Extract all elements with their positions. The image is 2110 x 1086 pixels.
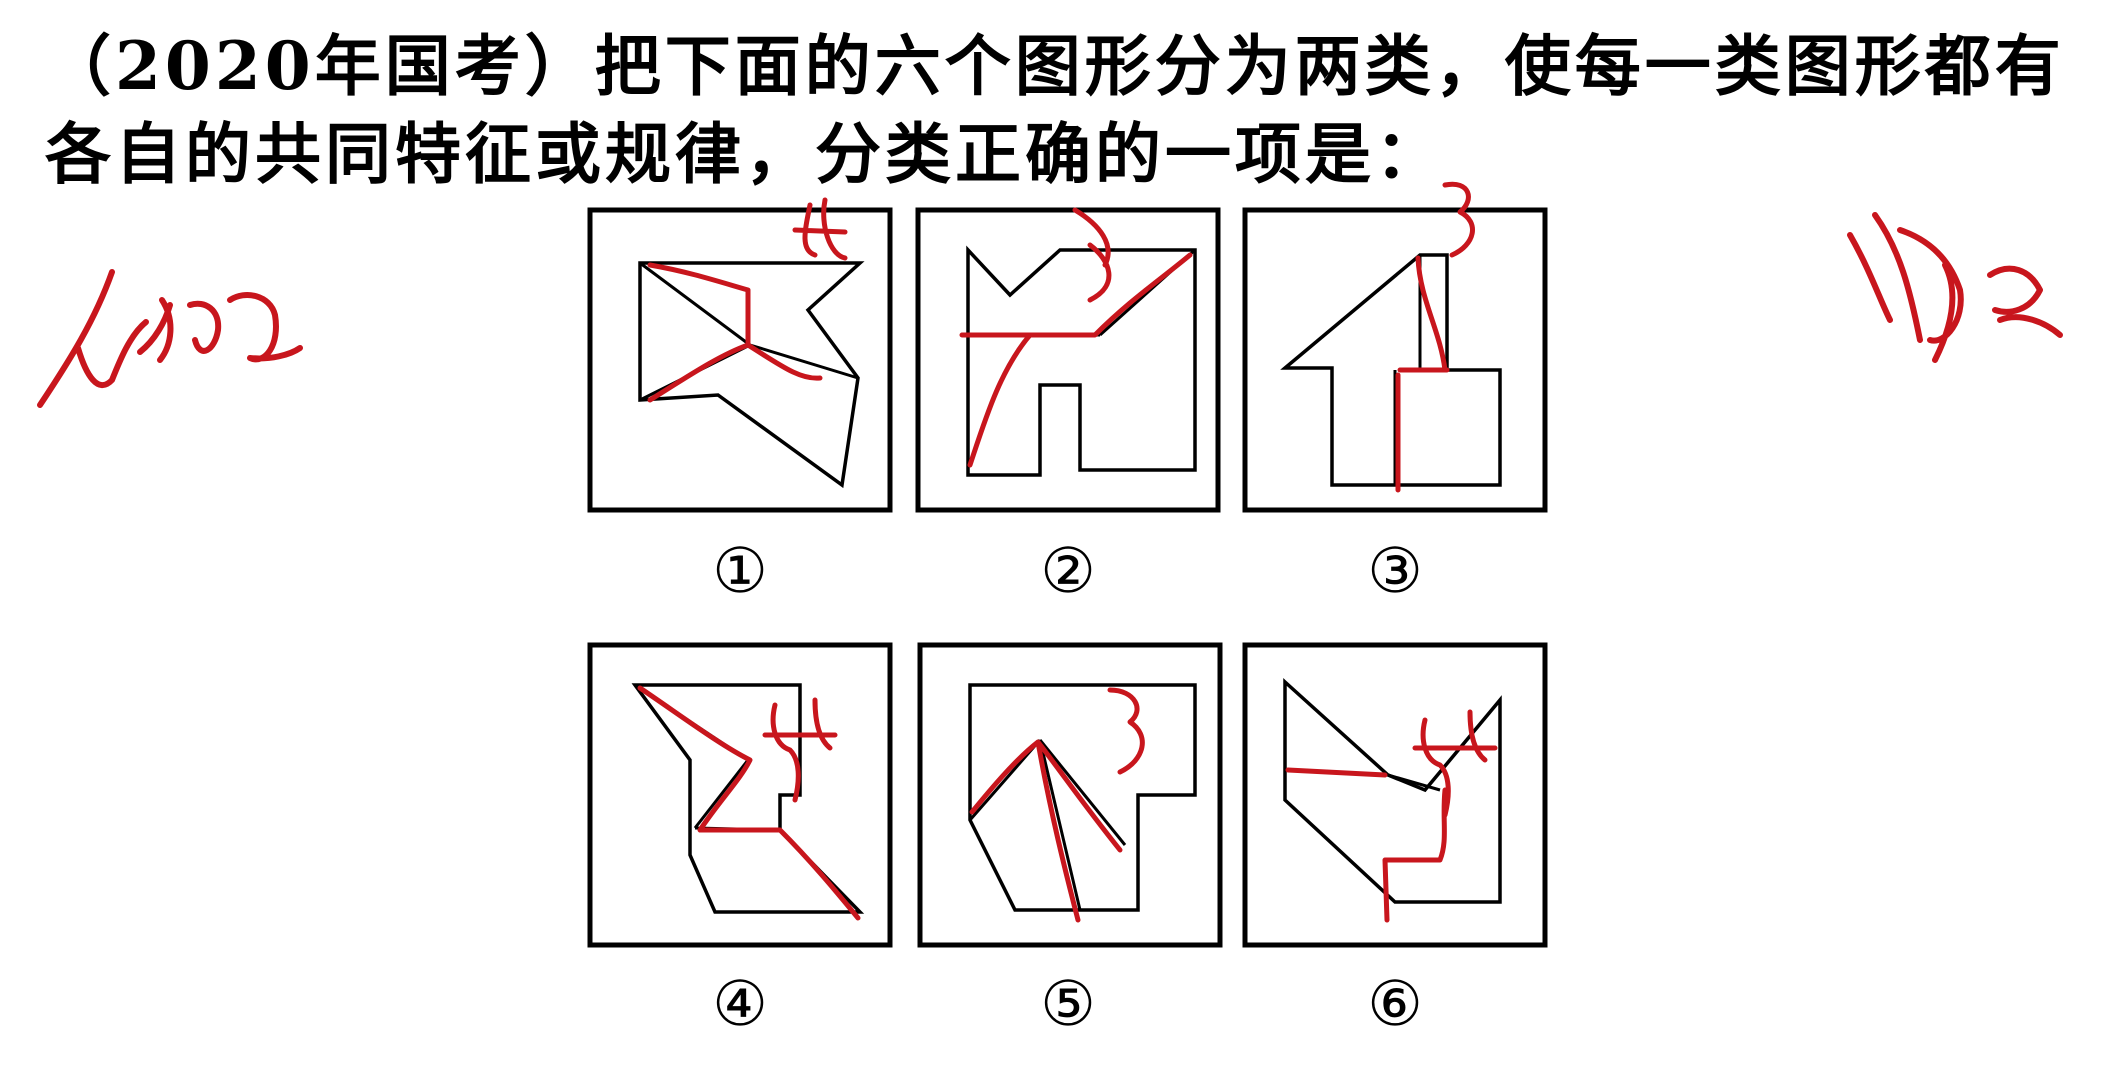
pen-mark-figure-3 — [1442, 181, 1475, 258]
handwritten-note-right — [1847, 212, 2063, 363]
figure-5-label: ⑤ — [1040, 967, 1096, 1040]
pen-mark-figure-4 — [762, 697, 838, 803]
figure-6-label: ⑥ — [1367, 967, 1423, 1040]
figure-2-label: ② — [1040, 534, 1096, 607]
figure-5: ⑤ — [917, 642, 1223, 1040]
pen-mark-figure-1 — [792, 197, 848, 261]
figure-3: ③ — [1242, 207, 1548, 607]
pen-mark-figure-5 — [1107, 687, 1145, 775]
figure-1: ① — [587, 207, 893, 607]
handwritten-note-left — [37, 269, 303, 408]
pen-mark-figure-6 — [1412, 709, 1498, 818]
pen-mark-figure-2 — [1072, 207, 1112, 303]
figure-6: ⑥ — [1242, 642, 1548, 1040]
figure-1-label: ① — [712, 534, 768, 607]
figure-4-label: ④ — [712, 967, 768, 1040]
figure-3-label: ③ — [1367, 534, 1423, 607]
handwriting-annotations — [37, 181, 2063, 923]
figure-4: ④ — [587, 642, 893, 1040]
question-text: （2020年国考）把下面的六个图形分为两类，使每一类图形都有各自的共同特征或规律… — [45, 27, 2065, 193]
